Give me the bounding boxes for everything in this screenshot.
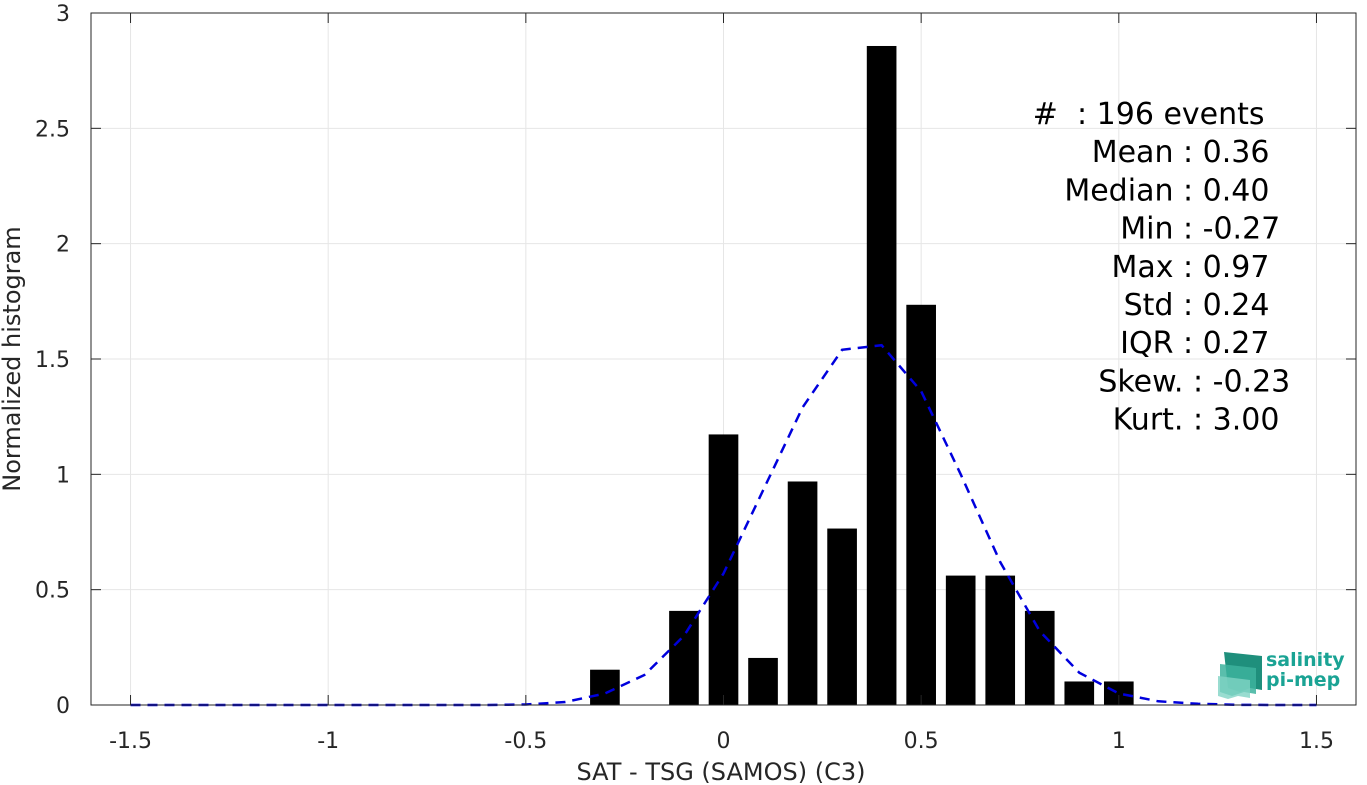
fit-curve-line [130, 343, 1317, 707]
wave-icon [1218, 652, 1262, 699]
stat-value-4: : 0.97 [1183, 250, 1269, 285]
bar-11 [1064, 681, 1095, 705]
y-tick-label-1: 0.5 [35, 579, 70, 604]
logo-line-1: salinity [1266, 649, 1345, 671]
bar-5 [827, 528, 857, 705]
x-tick-label-1: -1 [317, 729, 339, 754]
y-tick-label-4: 2 [56, 233, 70, 258]
stat-value-8: : 3.00 [1193, 403, 1279, 438]
stat-value-7: : -0.23 [1193, 364, 1290, 399]
y-tick-labels: 0 0.5 1 1.5 2 2.5 3 [35, 2, 70, 719]
x-axis-title: SAT - TSG (SAMOS) (C3) [577, 758, 866, 785]
y-tick-label-2: 1 [56, 463, 70, 488]
bar-4 [787, 481, 818, 705]
stat-value-3: : -0.27 [1183, 212, 1280, 247]
bar-10 [1024, 610, 1055, 705]
y-tick-label-3: 1.5 [35, 348, 70, 373]
bar-12 [1103, 681, 1134, 705]
x-tick-label-0: -1.5 [109, 729, 152, 754]
y-axis-title: Normalized histogram [0, 226, 26, 491]
bars [590, 45, 1134, 705]
stat-value-5: : 0.24 [1183, 288, 1269, 323]
stat-label-0: # [1033, 97, 1077, 132]
logo-line-2: pi-mep [1266, 669, 1340, 691]
x-tick-label-5: 1 [1112, 729, 1126, 754]
stat-value-0: : 196 events [1077, 97, 1265, 132]
stat-value-1: : 0.36 [1183, 135, 1269, 170]
bar-7 [906, 304, 936, 705]
stat-value-2: : 0.40 [1183, 173, 1269, 208]
y-tick-label-5: 2.5 [35, 117, 70, 142]
bar-2 [708, 434, 739, 705]
stat-value-6: : 0.27 [1183, 326, 1269, 361]
stat-label-4: Max [1111, 250, 1183, 285]
y-tick-label-0: 0 [56, 694, 70, 719]
stat-label-2: Median [1064, 173, 1183, 208]
x-tick-label-3: 0 [717, 729, 731, 754]
y-tick-label-6: 3 [56, 2, 70, 27]
bar-9 [985, 575, 1016, 705]
x-tick-labels: -1.5 -1 -0.5 0 0.5 1 1.5 [109, 729, 1334, 754]
stat-label-6: IQR [1120, 326, 1183, 361]
stat-label-7: Skew. [1098, 364, 1193, 399]
stat-label-5: Std [1124, 288, 1183, 323]
axes [90, 12, 1357, 706]
bar-0 [590, 669, 620, 705]
x-tick-label-2: -0.5 [504, 729, 547, 754]
fit-curve-group [130, 343, 1317, 707]
bar-8 [945, 575, 976, 705]
bar-6 [866, 45, 897, 705]
salinity-pi-mep-logo: salinity pi-mep [1218, 649, 1345, 699]
x-tick-label-6: 1.5 [1299, 729, 1334, 754]
bar-1 [669, 610, 699, 705]
bar-3 [748, 657, 778, 705]
stat-label-1: Mean [1092, 135, 1183, 170]
x-tick-label-4: 0.5 [904, 729, 939, 754]
stat-label-8: Kurt. [1113, 403, 1193, 438]
stat-label-3: Min [1120, 212, 1183, 247]
